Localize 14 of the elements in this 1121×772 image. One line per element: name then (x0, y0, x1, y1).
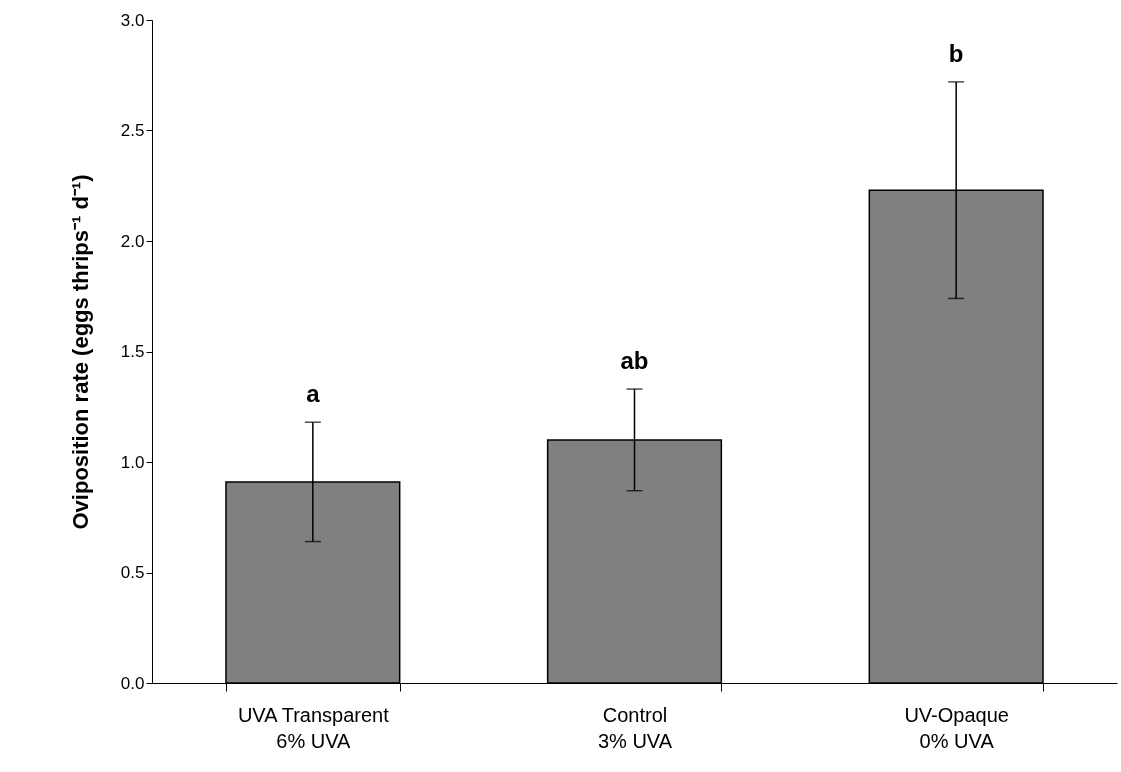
y-axis-title: Oviposition rate (eggs thrips⁻¹ d⁻¹) (67, 174, 93, 530)
annotation: b (948, 39, 964, 67)
x-tick-label: UV-Opaque 0% UVA (904, 703, 1009, 752)
y-tick-label: 1.5 (120, 342, 145, 361)
y-tick-label: 2.0 (120, 231, 145, 251)
y-tick-label: 3.0 (120, 10, 145, 30)
x-tick-label: UVA Transparent 6% UVA (237, 703, 390, 752)
y-tick-label: 0.5 (120, 563, 145, 582)
y-tick-label: 0.0 (120, 673, 145, 693)
y-tick-label: 2.5 (120, 121, 145, 140)
x-tick-label: Control 3% UVA (597, 703, 673, 752)
annotation: a (306, 380, 321, 408)
y-tick-label: 1.0 (120, 452, 145, 472)
annotation: ab (620, 347, 649, 375)
